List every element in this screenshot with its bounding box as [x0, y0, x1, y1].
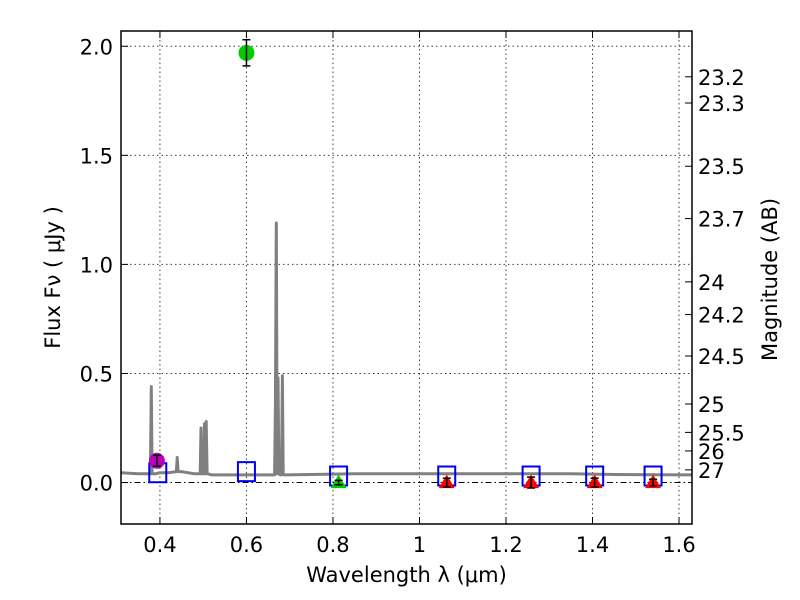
mag-tick-label: 25: [698, 393, 725, 417]
x-axis-title: Wavelength λ (μm): [306, 563, 507, 587]
x-tick-label: 0.6: [230, 533, 263, 557]
model-spectrum-line: [120, 221, 693, 477]
mag-tick-label: 26: [698, 440, 725, 464]
x-tick-label: 0.8: [316, 533, 349, 557]
x-tick-label: 1: [413, 533, 426, 557]
mag-tick-label: 23.2: [698, 66, 745, 90]
grid-layer: [121, 31, 692, 524]
mag-tick-label: 23.7: [698, 208, 745, 232]
mag-tick-label: 24.5: [698, 345, 745, 369]
y-tick-label: 2.0: [80, 35, 113, 59]
axis-ticks: 0.4 0.6 0.8 1 1.2 1.4 1.60.00.51.01.52.023.223…: [80, 31, 745, 557]
plot-frame: [120, 30, 693, 525]
mag-tick-label: 27: [698, 459, 725, 483]
x-tick-label: 0.4: [143, 533, 176, 557]
x-tick-label: 1.6: [662, 533, 695, 557]
mag-tick-label: 25.5: [698, 421, 745, 445]
model-flux-square: [236, 461, 256, 483]
mag-tick-label: 24: [698, 271, 725, 295]
y-axis-right-title: Magnitude (AB): [758, 198, 782, 361]
mag-tick-label: 23.3: [698, 92, 745, 116]
y-tick-label: 0.5: [80, 362, 113, 386]
data-marks: [148, 38, 663, 489]
y-axis-title: Flux Fν ( μJy ): [41, 206, 65, 349]
mag-tick-label: 23.5: [698, 155, 745, 179]
x-tick-label: 1.2: [489, 533, 522, 557]
y-tick-label: 0.0: [80, 472, 113, 496]
mag-tick-label: 24.2: [698, 304, 745, 328]
y-tick-label: 1.5: [80, 144, 113, 168]
y-tick-label: 1.0: [80, 253, 113, 277]
x-tick-label: 1.4: [576, 533, 609, 557]
